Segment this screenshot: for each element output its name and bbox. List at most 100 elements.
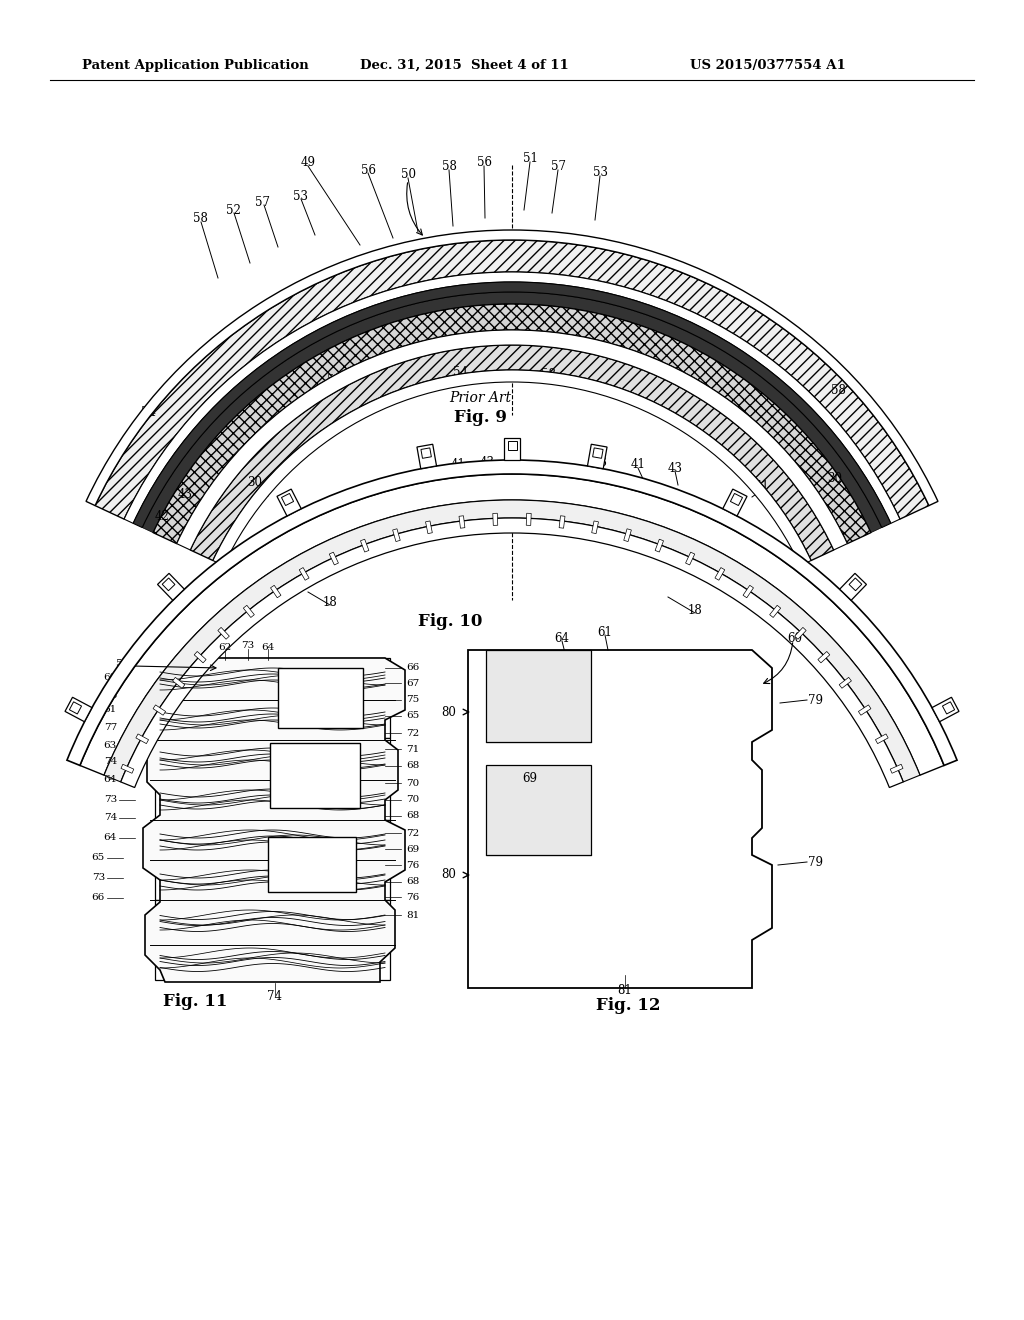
Text: 58: 58	[193, 211, 208, 224]
Polygon shape	[270, 585, 281, 598]
Wedge shape	[142, 292, 882, 533]
Text: 30: 30	[248, 477, 262, 490]
Polygon shape	[942, 702, 954, 714]
Polygon shape	[121, 764, 134, 774]
Text: 42: 42	[155, 511, 169, 524]
Polygon shape	[508, 441, 516, 450]
Bar	[278, 668, 362, 729]
Polygon shape	[795, 627, 806, 639]
Polygon shape	[624, 529, 632, 541]
Text: 57: 57	[551, 161, 565, 173]
Text: 52: 52	[225, 203, 241, 216]
Polygon shape	[153, 705, 166, 715]
Text: 58: 58	[441, 161, 457, 173]
Text: 74: 74	[103, 813, 117, 822]
Text: 30: 30	[423, 462, 437, 474]
Text: 74: 74	[103, 758, 117, 767]
Text: 70: 70	[406, 796, 419, 804]
Wedge shape	[80, 474, 944, 775]
Polygon shape	[282, 494, 294, 506]
Text: 72: 72	[406, 729, 419, 738]
Text: 54: 54	[140, 405, 156, 418]
Polygon shape	[593, 447, 603, 458]
Text: 69: 69	[522, 771, 538, 784]
Bar	[155, 777, 390, 820]
Text: 73: 73	[242, 640, 255, 649]
Polygon shape	[417, 445, 436, 469]
Text: 60: 60	[787, 631, 803, 644]
Polygon shape	[65, 697, 92, 722]
Text: 50: 50	[400, 169, 416, 181]
Polygon shape	[330, 552, 338, 565]
Polygon shape	[276, 490, 301, 516]
Text: 64: 64	[103, 833, 117, 842]
Polygon shape	[218, 627, 229, 639]
Text: 41: 41	[208, 482, 222, 495]
Bar	[155, 900, 390, 942]
Wedge shape	[133, 282, 891, 528]
Polygon shape	[890, 764, 903, 774]
Polygon shape	[468, 649, 772, 987]
Bar	[155, 942, 390, 979]
Text: 76: 76	[406, 861, 419, 870]
Text: 56: 56	[476, 157, 492, 169]
Text: Fig. 12: Fig. 12	[596, 997, 660, 1014]
Bar	[486, 649, 591, 742]
Text: 81: 81	[406, 911, 419, 920]
Text: 73: 73	[103, 796, 117, 804]
Polygon shape	[932, 697, 959, 722]
Bar	[270, 743, 360, 808]
Text: 66: 66	[92, 894, 105, 903]
Text: 58: 58	[541, 367, 555, 380]
Text: 41: 41	[631, 458, 645, 471]
Text: 68: 68	[406, 762, 419, 771]
Wedge shape	[124, 272, 900, 523]
Wedge shape	[177, 330, 847, 550]
Text: 76: 76	[406, 892, 419, 902]
Polygon shape	[876, 734, 888, 743]
Bar	[155, 657, 390, 698]
Polygon shape	[655, 539, 664, 552]
Text: 53: 53	[593, 166, 607, 180]
Polygon shape	[426, 521, 432, 533]
Wedge shape	[213, 370, 811, 565]
Polygon shape	[70, 702, 82, 714]
Polygon shape	[840, 677, 851, 688]
Polygon shape	[592, 521, 598, 533]
Text: Prior Art: Prior Art	[449, 391, 511, 405]
Text: 78: 78	[103, 690, 117, 700]
Text: 43: 43	[593, 457, 607, 470]
Polygon shape	[459, 516, 465, 528]
Wedge shape	[86, 230, 938, 506]
Text: 55: 55	[500, 370, 514, 383]
Text: 73: 73	[92, 874, 105, 883]
Text: 49: 49	[300, 157, 315, 169]
Bar	[268, 837, 356, 892]
Polygon shape	[244, 606, 254, 618]
Text: 79: 79	[808, 855, 823, 869]
Text: Fig. 11: Fig. 11	[163, 994, 227, 1011]
Wedge shape	[154, 304, 870, 544]
Polygon shape	[360, 539, 369, 552]
Text: 77: 77	[103, 722, 117, 731]
Text: 18: 18	[688, 603, 702, 616]
Text: 68: 68	[406, 812, 419, 821]
Text: 61: 61	[103, 705, 117, 714]
Text: 18: 18	[323, 595, 337, 609]
Text: 43: 43	[793, 477, 808, 490]
Polygon shape	[840, 573, 866, 601]
Polygon shape	[493, 513, 498, 525]
Polygon shape	[588, 445, 607, 469]
Bar	[95, 655, 440, 995]
Polygon shape	[299, 568, 309, 581]
Text: Patent Application Publication: Patent Application Publication	[82, 58, 309, 71]
Polygon shape	[504, 438, 520, 459]
Wedge shape	[190, 345, 834, 561]
Text: 80: 80	[441, 869, 456, 882]
Text: 64: 64	[103, 776, 117, 784]
Polygon shape	[526, 513, 531, 525]
Polygon shape	[559, 516, 565, 528]
Polygon shape	[770, 606, 780, 618]
Text: 43: 43	[177, 488, 193, 502]
Text: 41: 41	[755, 480, 769, 494]
